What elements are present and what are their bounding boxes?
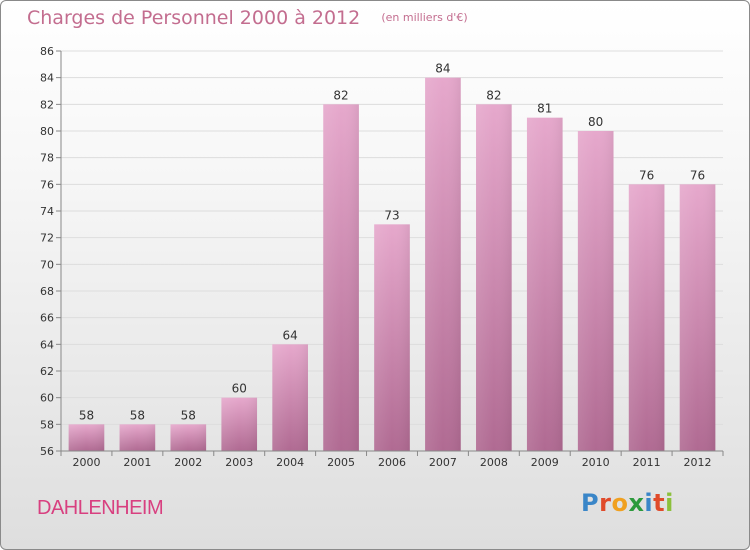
x-tick-label: 2005 (327, 456, 355, 469)
logo-letter: o (611, 489, 629, 517)
data-label-2008: 82 (486, 88, 501, 102)
y-tick-label: 64 (40, 338, 54, 351)
data-label-2002: 58 (181, 408, 196, 422)
x-tick-label: 2003 (225, 456, 253, 469)
bar-shine-2003 (221, 397, 258, 451)
bar-shine-2001 (119, 424, 156, 451)
bar-shine-2002 (170, 424, 207, 451)
y-tick-label: 86 (40, 45, 54, 58)
logo-letter: i (644, 489, 654, 517)
x-tick-label: 2011 (633, 456, 661, 469)
bar-shine-2012 (679, 184, 716, 452)
logo-letter: r (599, 489, 612, 517)
bar-shine-2007 (425, 77, 461, 452)
y-tick-label: 68 (40, 285, 54, 298)
logo-letter: P (581, 489, 600, 517)
data-label-2009: 81 (537, 102, 552, 116)
logo-letter: i (665, 489, 674, 517)
logo-letter: x (628, 489, 645, 517)
x-tick-label: 2006 (378, 456, 406, 469)
data-label-2000: 58 (79, 408, 94, 422)
y-tick-label: 62 (40, 365, 54, 378)
data-label-2012: 76 (690, 168, 705, 182)
y-tick-label: 60 (40, 392, 54, 405)
y-tick-label: 80 (40, 125, 54, 138)
data-label-2001: 58 (130, 408, 145, 422)
y-tick-label: 78 (40, 152, 54, 165)
x-tick-label: 2002 (174, 456, 202, 469)
y-tick-label: 66 (40, 312, 54, 325)
x-tick-label: 2007 (429, 456, 457, 469)
bar-shine-2010 (577, 131, 614, 451)
bar-shine-2008 (476, 104, 512, 451)
y-tick-label: 84 (40, 72, 54, 85)
bar-shine-2004 (272, 344, 308, 451)
x-tick-label: 2000 (72, 456, 100, 469)
data-label-2004: 64 (283, 328, 298, 342)
x-tick-label: 2009 (531, 456, 559, 469)
bars (68, 77, 716, 452)
x-tick-label: 2010 (582, 456, 610, 469)
data-label-2010: 80 (588, 115, 603, 129)
bar-shine-2009 (526, 117, 563, 452)
logo-letter: t (653, 489, 666, 517)
bar-shine-2006 (374, 224, 410, 451)
x-tick-label: 2004 (276, 456, 304, 469)
y-tick-label: 72 (40, 232, 54, 245)
bar-shine-2005 (323, 104, 359, 451)
bar-shine-2000 (68, 424, 105, 451)
x-tick-label: 2001 (123, 456, 151, 469)
bar-shine-2011 (628, 184, 665, 452)
data-label-2011: 76 (639, 168, 654, 182)
proxiti-logo: Proxiti (581, 489, 674, 517)
x-tick-label: 2012 (684, 456, 712, 469)
chart-subtitle: (en milliers d'€) (381, 11, 468, 24)
y-tick-label: 70 (40, 258, 54, 271)
data-label-2007: 84 (435, 62, 450, 76)
data-label-2006: 73 (384, 208, 399, 222)
data-label-2003: 60 (232, 382, 247, 396)
chart-title: Charges de Personnel 2000 à 2012 (27, 7, 361, 29)
title-block: Charges de Personnel 2000 à 2012 (en mil… (27, 7, 468, 29)
labels: 56 58 60 62 64 66 68 70 72 74 76 78 80 82 84 86 2000 58 20… (40, 45, 712, 469)
y-tick-label: 56 (40, 445, 54, 458)
y-tick-label: 82 (40, 98, 54, 111)
y-tick-label: 58 (40, 418, 54, 431)
y-tick-label: 74 (40, 205, 54, 218)
y-tick-label: 76 (40, 178, 54, 191)
x-tick-label: 2008 (480, 456, 508, 469)
data-label-2005: 82 (333, 88, 348, 102)
commune-name: DAHLENHEIM (37, 497, 164, 519)
axes (56, 50, 724, 456)
